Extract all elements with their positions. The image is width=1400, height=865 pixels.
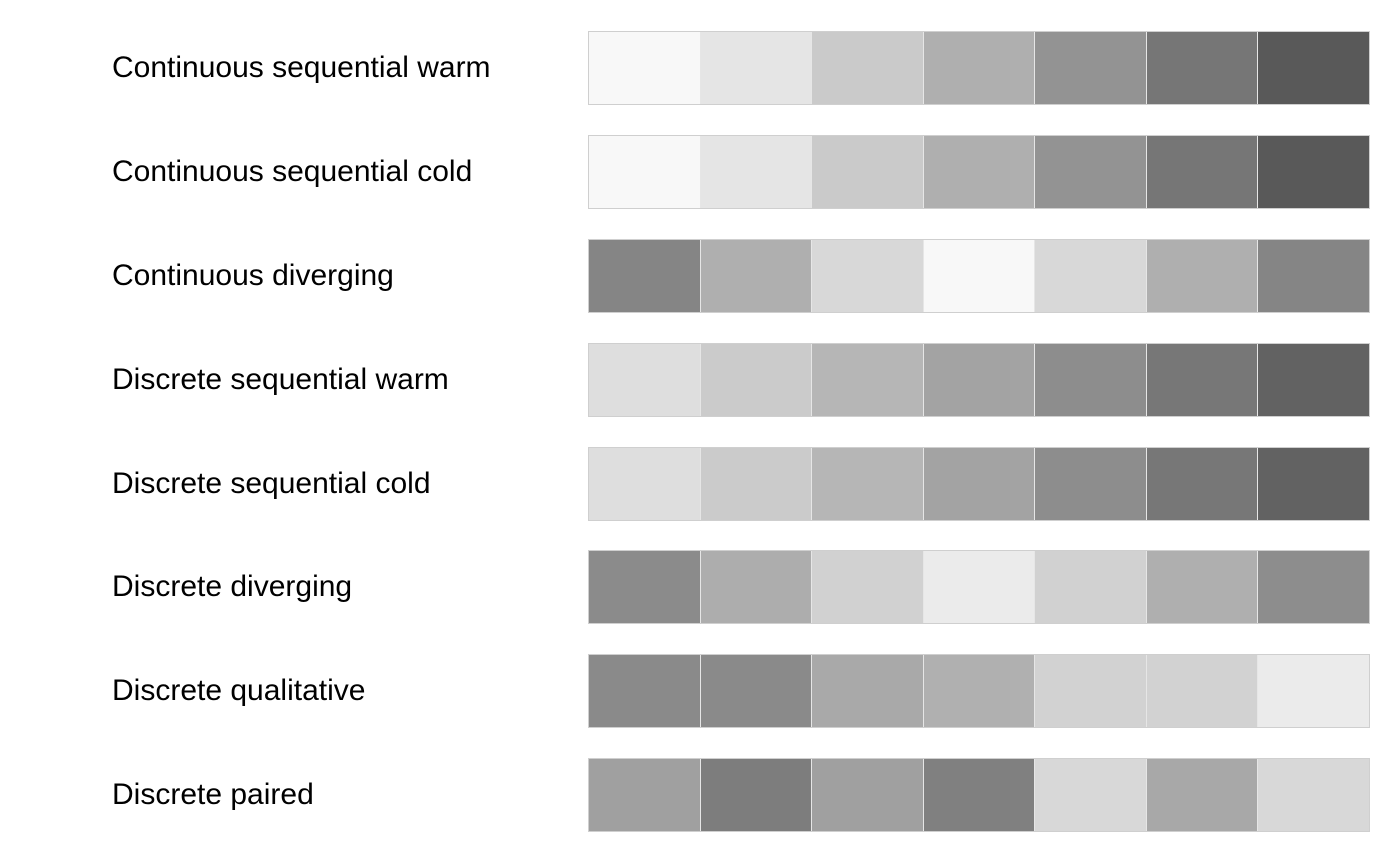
color-swatch bbox=[1035, 551, 1147, 623]
palette-label: Discrete diverging bbox=[112, 570, 353, 603]
swatch-strip bbox=[588, 447, 1370, 521]
color-swatch bbox=[1258, 136, 1370, 208]
palette-label: Continuous diverging bbox=[112, 259, 394, 292]
palette-row: Continuous sequential cold bbox=[0, 135, 1400, 209]
color-swatch bbox=[1258, 655, 1370, 727]
palette-row: Continuous diverging bbox=[0, 239, 1400, 313]
color-swatch bbox=[1035, 759, 1147, 831]
color-swatch bbox=[1035, 32, 1147, 104]
color-swatch bbox=[1258, 759, 1370, 831]
palette-label: Discrete qualitative bbox=[112, 674, 366, 707]
color-swatch bbox=[589, 344, 701, 416]
color-swatch bbox=[923, 448, 1036, 520]
swatch-strip bbox=[588, 343, 1370, 417]
color-swatch bbox=[1146, 759, 1259, 831]
palette-row: Discrete diverging bbox=[0, 550, 1400, 624]
palette-label: Continuous sequential warm bbox=[112, 51, 491, 84]
color-swatch bbox=[700, 759, 813, 831]
palette-label: Continuous sequential cold bbox=[112, 155, 473, 188]
palette-row: Discrete sequential cold bbox=[0, 447, 1400, 521]
swatch-strip bbox=[588, 654, 1370, 728]
color-swatch bbox=[700, 344, 813, 416]
color-swatch bbox=[700, 136, 813, 208]
color-swatch bbox=[1035, 448, 1147, 520]
palette-label: Discrete sequential cold bbox=[112, 467, 431, 500]
color-swatch bbox=[1146, 344, 1259, 416]
color-swatch bbox=[923, 240, 1036, 312]
color-swatch bbox=[812, 551, 924, 623]
palette-row: Discrete qualitative bbox=[0, 654, 1400, 728]
swatch-strip bbox=[588, 239, 1370, 313]
color-swatch bbox=[812, 32, 924, 104]
color-swatch bbox=[923, 551, 1036, 623]
color-swatch bbox=[589, 551, 701, 623]
color-swatch bbox=[1035, 655, 1147, 727]
color-swatch bbox=[589, 448, 701, 520]
color-swatch bbox=[589, 240, 701, 312]
color-swatch bbox=[812, 344, 924, 416]
swatch-strip bbox=[588, 31, 1370, 105]
color-swatch bbox=[1146, 655, 1259, 727]
color-swatch bbox=[589, 32, 701, 104]
color-swatch bbox=[1258, 551, 1370, 623]
palette-row: Continuous sequential warm bbox=[0, 31, 1400, 105]
color-swatch bbox=[700, 32, 813, 104]
color-swatch bbox=[589, 136, 701, 208]
color-swatch bbox=[700, 448, 813, 520]
color-swatch bbox=[700, 655, 813, 727]
color-swatch bbox=[700, 240, 813, 312]
color-swatch bbox=[589, 759, 701, 831]
swatch-strip bbox=[588, 758, 1370, 832]
color-swatch bbox=[1146, 448, 1259, 520]
color-swatch bbox=[923, 32, 1036, 104]
swatch-strip bbox=[588, 135, 1370, 209]
color-swatch bbox=[1035, 344, 1147, 416]
palette-row: Discrete paired bbox=[0, 758, 1400, 832]
color-swatch bbox=[812, 759, 924, 831]
color-swatch bbox=[1258, 240, 1370, 312]
color-swatch bbox=[1258, 448, 1370, 520]
color-swatch bbox=[1146, 240, 1259, 312]
color-swatch bbox=[812, 136, 924, 208]
swatch-strip bbox=[588, 550, 1370, 624]
color-swatch bbox=[923, 136, 1036, 208]
color-swatch bbox=[1146, 136, 1259, 208]
color-swatch bbox=[1258, 32, 1370, 104]
color-swatch bbox=[1035, 240, 1147, 312]
color-swatch bbox=[812, 655, 924, 727]
color-swatch bbox=[812, 240, 924, 312]
color-swatch bbox=[812, 448, 924, 520]
palette-label: Discrete paired bbox=[112, 778, 314, 811]
color-swatch bbox=[923, 759, 1036, 831]
color-swatch bbox=[923, 655, 1036, 727]
palette-label: Discrete sequential warm bbox=[112, 363, 449, 396]
color-swatch bbox=[1146, 551, 1259, 623]
color-swatch bbox=[1146, 32, 1259, 104]
color-swatch bbox=[700, 551, 813, 623]
color-swatch bbox=[1258, 344, 1370, 416]
palette-row: Discrete sequential warm bbox=[0, 343, 1400, 417]
color-swatch bbox=[1035, 136, 1147, 208]
color-swatch bbox=[923, 344, 1036, 416]
color-swatch bbox=[589, 655, 701, 727]
